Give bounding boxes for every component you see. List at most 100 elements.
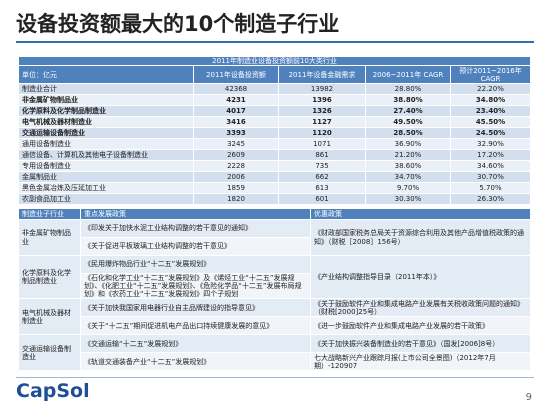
table-caption: 2011年制造业设备投资额前10大类行业 [17, 55, 532, 67]
sector: 非金属矿物制品业 [18, 219, 81, 256]
cell: 34.80% [449, 94, 532, 107]
preferential-policy: 《进一步鼓励软件产业和集成电路产业发展的若干政策》 [310, 316, 531, 336]
policy: 《民用爆炸物品行业“十二五”发展规划》 [80, 255, 311, 274]
cell: 化学原料及化学制品制造业 [18, 105, 194, 118]
preferential-policy: 《财政部国家税务总局关于资源综合利用及其他产品增值税政策的通知》（财税［2008… [310, 219, 531, 256]
cell: 24.50% [449, 127, 532, 140]
data-row: 金属制品业 2006 662 34.70% 30.70% [18, 171, 532, 184]
column-header: 单位：亿元 [18, 65, 194, 85]
caption-row: 2011年制造业设备投资额前10大类行业 [17, 55, 532, 67]
cell: 3245 [193, 138, 279, 151]
slide-title: 设备投资额最大的10个制造子行业 [16, 12, 340, 36]
cell: 38.80% [365, 94, 451, 107]
policy: 《印发关于加快水泥工业结构调整的若干意见的通知》 [80, 219, 311, 238]
cell: 22.20% [449, 83, 532, 96]
title-rule [16, 41, 534, 43]
cell: 9.70% [365, 182, 451, 195]
cell: 28.50% [365, 127, 451, 140]
cell: 金属制品业 [18, 171, 194, 184]
cell: 4231 [193, 94, 279, 107]
data-row: 通用设备制造业 3245 1071 36.90% 32.90% [18, 138, 532, 151]
cell: 662 [278, 171, 366, 184]
cell: 27.40% [365, 105, 451, 118]
cell: 1396 [278, 94, 366, 107]
data-row: 化学原料及化学制品制造业 4017 1326 27.40% 23.40% [18, 105, 532, 118]
preferential-policy: 七大战略新兴产业跟踪月报(上市公司全景图)（2012年7月期）-120907 [310, 352, 531, 372]
preferential-policy: 《关于鼓励软件产业和集成电路产业发展有关税收政策问题的通知》（财税[2000]2… [310, 298, 531, 318]
cell: 电气机械及器材制造业 [18, 116, 194, 129]
data-row: 电气机械及器材制造业 3416 1127 49.50% 45.50% [18, 116, 532, 129]
column-header: 2006~2011年 CAGR [365, 65, 451, 85]
preferential-policy: 《产业结构调整指导目录（2011年本）》 [310, 254, 531, 300]
cell: 非金属矿物制品业 [18, 94, 194, 107]
logo: CapSol [16, 380, 90, 402]
preferential-policy: 《关于加快振兴装备制造业的若干意见》（国发[2006]8号） [310, 334, 531, 354]
cell: 36.90% [365, 138, 451, 151]
data-row: 非金属矿物制品业 4231 1396 38.80% 34.80% [18, 94, 532, 107]
policy: 《轨道交通装备产业“十二五”发展规划》 [80, 352, 311, 372]
policy: 《关于促进平板玻璃工业结构调整的若干意见》 [80, 237, 311, 256]
policy-row: 《石化和化学工业“十二五”发展规划》及《烯烃工业“十二五”发展规划》、《化肥工业… [19, 272, 531, 300]
cell: 3393 [193, 127, 279, 140]
policy-table: 制造业子行业 重点发展政策 优惠政策 非金属矿物制品业 《印发关于加快水泥工业结构调整的… [18, 208, 531, 372]
cell: 黑色金属冶炼及压延加工业 [18, 182, 194, 195]
data-row: 通信设备、计算机及其他电子设备制造业 2609 861 21.20% 17.20% [18, 149, 532, 162]
cell: 28.80% [365, 83, 451, 96]
column-header: 2011年设备投资额 [193, 65, 279, 85]
column-header: 2011年设备金融需求 [278, 65, 366, 85]
cell: 601 [278, 193, 366, 206]
header-row: 制造业子行业 重点发展政策 优惠政策 [18, 208, 531, 220]
header-row: 单位：亿元 2011年设备投资额 2011年设备金融需求 2006~2011年 CAG… [18, 65, 532, 85]
cell: 5.70% [449, 182, 532, 195]
data-row: 制造业合计 42368 13982 28.80% 22.20% [18, 83, 532, 96]
cell: 30.70% [449, 171, 532, 184]
data-row: 交通运输设备制造业 3393 1120 28.50% 24.50% [18, 127, 532, 140]
investment-table: 2011年制造业设备投资额前10大类行业 单位：亿元 2011年设备投资额 2011年… [17, 55, 532, 206]
cell: 13982 [278, 83, 366, 96]
sector: 电气机械及器材制造业 [18, 298, 81, 336]
cell: 42368 [193, 83, 279, 96]
cell: 专用设备制造业 [18, 160, 194, 173]
cell: 34.70% [365, 171, 451, 184]
cell: 30.30% [365, 193, 451, 206]
column-header: 预计2011~2016年 CAGR [449, 65, 532, 85]
cell: 制造业合计 [18, 83, 194, 96]
cell: 45.50% [449, 116, 532, 129]
policy: 《交通运输“十二五”发展规划》 [80, 334, 311, 354]
cell: 2609 [193, 149, 279, 162]
cell: 1859 [193, 182, 279, 195]
cell: 1071 [278, 138, 366, 151]
footer-rule [16, 377, 534, 378]
policy: 《关于加快我国家用电器行业自主品牌建设的指导意见》 [80, 298, 311, 318]
cell: 1127 [278, 116, 366, 129]
cell: 1820 [193, 193, 279, 206]
cell: 2006 [193, 171, 279, 184]
cell: 49.50% [365, 116, 451, 129]
policy-row: 电气机械及器材制造业 《关于加快我国家用电器行业自主品牌建设的指导意见》 《关于鼓励… [18, 298, 531, 336]
cell: 26.30% [449, 193, 532, 206]
policy: 《关于“十二五”期间促进机电产品出口持续健康发展的意见》 [80, 316, 311, 336]
cell: 23.40% [449, 105, 532, 118]
sector: 化学原料及化学制品制造业 [18, 254, 81, 300]
cell: 通用设备制造业 [18, 138, 194, 151]
column-header: 制造业子行业 [18, 208, 81, 220]
cell: 735 [278, 160, 366, 173]
cell: 交通运输设备制造业 [18, 127, 194, 140]
cell: 通信设备、计算机及其他电子设备制造业 [18, 149, 194, 162]
cell: 861 [278, 149, 366, 162]
policy-row: 《轨道交通装备产业“十二五”发展规划》 七大战略新兴产业跟踪月报(上市公司全景图)… [19, 352, 531, 372]
policy-row: 交通运输设备制造业 《交通运输“十二五”发展规划》 《关于加快振兴装备制造业的若干意… [18, 334, 531, 372]
sector: 交通运输设备制造业 [18, 334, 81, 372]
cell: 613 [278, 182, 366, 195]
cell: 34.60% [449, 160, 532, 173]
cell: 32.90% [449, 138, 532, 151]
cell: 21.20% [365, 149, 451, 162]
cell: 4017 [193, 105, 279, 118]
cell: 2228 [193, 160, 279, 173]
policy-row: 《关于“十二五”期间促进机电产品出口持续健康发展的意见》 《进一步鼓励软件产业和集… [19, 316, 531, 336]
policy-row: 《关于促进平板玻璃工业结构调整的若干意见》 [19, 237, 531, 256]
data-row: 黑色金属冶炼及压延加工业 1859 613 9.70% 5.70% [18, 182, 532, 195]
cell: 38.60% [365, 160, 451, 173]
data-row: 农副食品加工业 1820 601 30.30% 26.30% [18, 193, 532, 206]
